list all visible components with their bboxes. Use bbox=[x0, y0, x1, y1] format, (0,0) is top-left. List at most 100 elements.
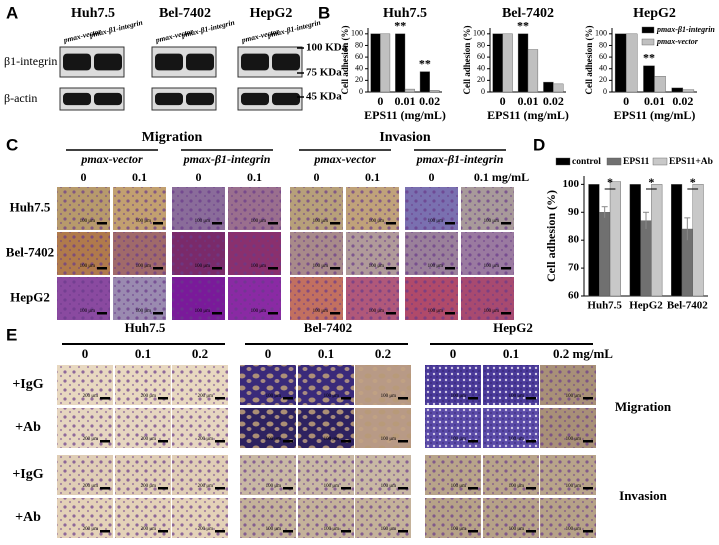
scale-bar-label: 100 μm bbox=[313, 219, 328, 224]
scale-bar bbox=[468, 397, 478, 400]
scale-bar bbox=[212, 312, 222, 315]
scale-bar-label: 100 μm bbox=[509, 394, 524, 399]
scale-bar bbox=[158, 487, 168, 490]
bar bbox=[671, 184, 683, 297]
scale-bar bbox=[153, 312, 163, 315]
scale-bar-label: 100 μm bbox=[251, 264, 266, 269]
scale-bar-label: 100 μm bbox=[369, 264, 384, 269]
scale-bar-label: 100 μm bbox=[324, 527, 339, 532]
row-label: Bel-7402 bbox=[6, 244, 54, 259]
panel-label: C bbox=[6, 135, 18, 154]
legend-swatch bbox=[555, 157, 571, 166]
scale-bar-label: 100 μm bbox=[195, 219, 210, 224]
band bbox=[186, 92, 214, 106]
band bbox=[155, 53, 183, 71]
scale-bar-label: 100 μm bbox=[566, 394, 581, 399]
legend-swatch bbox=[652, 157, 668, 166]
band bbox=[241, 92, 269, 106]
scale-bar-label: 100 μm bbox=[324, 484, 339, 489]
scale-bar-label: 200 μm bbox=[198, 394, 213, 399]
scale-bar bbox=[526, 487, 536, 490]
dose-label: 0 bbox=[82, 346, 89, 361]
scale-bar-label: 100 μm bbox=[509, 437, 524, 442]
bar bbox=[671, 87, 684, 93]
x-tick-label: 0.01 bbox=[395, 94, 416, 108]
scale-bar bbox=[283, 397, 293, 400]
scale-bar-label: 100 μm bbox=[381, 394, 396, 399]
scale-bar-label: 200 μm bbox=[141, 437, 156, 442]
scale-bar bbox=[468, 440, 478, 443]
scale-bar-label: 100 μm bbox=[451, 484, 466, 489]
scale-bar bbox=[153, 222, 163, 225]
y-tick-label: 60 bbox=[599, 52, 607, 61]
scale-bar-label: 100 μm bbox=[369, 219, 384, 224]
bar bbox=[370, 33, 381, 93]
y-tick-label: 100 bbox=[351, 29, 363, 38]
legend-swatch bbox=[606, 157, 622, 166]
bar bbox=[692, 184, 704, 297]
y-axis-label: Cell adhesion (%) bbox=[584, 25, 594, 94]
scale-bar bbox=[386, 312, 396, 315]
scale-bar-label: 100 μm bbox=[80, 264, 95, 269]
panel-label: E bbox=[6, 325, 17, 344]
y-tick-label: 70 bbox=[568, 262, 580, 274]
scale-bar bbox=[100, 440, 110, 443]
scale-bar-label: 100 μm bbox=[566, 527, 581, 532]
scale-bar-label: 100 μm bbox=[324, 394, 339, 399]
scale-bar-label: 200 μm bbox=[198, 437, 213, 442]
band bbox=[155, 92, 183, 106]
band bbox=[241, 53, 269, 71]
scale-bar bbox=[386, 222, 396, 225]
bar bbox=[643, 65, 655, 93]
scale-bar bbox=[97, 222, 107, 225]
y-tick-label: 80 bbox=[599, 40, 607, 49]
significance: * bbox=[690, 175, 696, 189]
bar bbox=[682, 89, 695, 93]
y-tick-label: 0 bbox=[603, 87, 607, 96]
assay-label: Migration bbox=[615, 399, 672, 414]
dose-label: 0.1 bbox=[135, 346, 151, 361]
bar bbox=[429, 90, 440, 93]
scale-bar-label: 100 μm bbox=[484, 309, 499, 314]
dose-label: 0 bbox=[196, 170, 202, 184]
scale-bar-label: 200 μm bbox=[83, 437, 98, 442]
significance: ** bbox=[394, 19, 406, 33]
scale-bar bbox=[501, 267, 511, 270]
scale-bar-label: 100 μm bbox=[428, 309, 443, 314]
scale-bar bbox=[583, 440, 593, 443]
bar bbox=[527, 49, 539, 93]
marker-label: 100 KDa bbox=[306, 42, 348, 54]
band bbox=[272, 92, 300, 106]
y-tick-label: 60 bbox=[568, 290, 580, 302]
bar bbox=[640, 220, 652, 297]
scale-bar-label: 100 μm bbox=[195, 264, 210, 269]
bar bbox=[553, 83, 564, 93]
scale-bar-label: 100 μm bbox=[428, 219, 443, 224]
band bbox=[94, 92, 122, 106]
bar bbox=[404, 88, 415, 93]
y-tick-label: 60 bbox=[355, 52, 363, 61]
y-tick-label: 40 bbox=[599, 64, 607, 73]
dose-label: 0 bbox=[450, 346, 457, 361]
scale-bar bbox=[97, 312, 107, 315]
x-tick-label: Bel-7402 bbox=[667, 300, 708, 312]
y-tick-label: 20 bbox=[477, 75, 485, 84]
bar bbox=[502, 33, 513, 93]
significance: * bbox=[607, 175, 613, 189]
legend-label: pmax-β1-integrin bbox=[656, 25, 715, 34]
bar bbox=[395, 33, 406, 93]
bar bbox=[543, 81, 554, 93]
y-tick-label: 60 bbox=[477, 52, 485, 61]
scale-bar bbox=[526, 440, 536, 443]
bar bbox=[609, 181, 621, 297]
y-tick-label: 20 bbox=[599, 75, 607, 84]
band bbox=[63, 92, 91, 106]
x-tick-label: 0.02 bbox=[543, 94, 564, 108]
y-tick-label: 80 bbox=[568, 234, 580, 246]
x-tick-label: 0.01 bbox=[644, 94, 665, 108]
x-tick-label: HepG2 bbox=[629, 300, 663, 312]
scale-bar bbox=[583, 487, 593, 490]
x-axis-label: EPS11 (mg/mL) bbox=[487, 108, 569, 122]
dose-label: 0.1 bbox=[318, 346, 334, 361]
